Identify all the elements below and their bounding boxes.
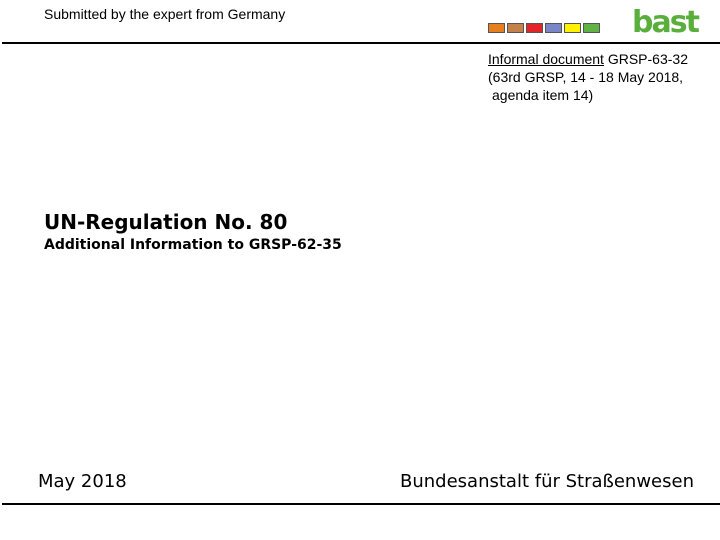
page-subtitle: Additional Information to GRSP-62-35	[44, 237, 342, 253]
bast-logo: bast	[632, 5, 702, 40]
color-swatch	[488, 23, 505, 33]
document-id-line: Informal document GRSP-63-32	[488, 50, 688, 68]
top-rule	[2, 42, 720, 44]
document-id: GRSP-63-32	[607, 51, 688, 67]
page-title: UN-Regulation No. 80	[44, 210, 288, 234]
session-line: (63rd GRSP, 14 - 18 May 2018,	[488, 69, 684, 85]
agenda-line: agenda item 14)	[492, 87, 594, 103]
submitted-by-text: Submitted by the expert from Germany	[44, 6, 286, 22]
footer-organization: Bundesanstalt für Straßenwesen	[400, 471, 694, 492]
color-strip	[488, 23, 600, 33]
bottom-rule	[2, 503, 720, 505]
color-swatch	[507, 23, 524, 33]
color-swatch	[526, 23, 543, 33]
document-info: Informal document GRSP-63-32 (63rd GRSP,…	[488, 50, 688, 104]
svg-text:bast: bast	[632, 5, 700, 40]
color-swatch	[583, 23, 600, 33]
color-swatch	[564, 23, 581, 33]
footer-date: May 2018	[38, 471, 127, 492]
informal-document-label: Informal document	[488, 51, 604, 67]
color-swatch	[545, 23, 562, 33]
title-block: UN-Regulation No. 80 Additional Informat…	[44, 209, 342, 255]
